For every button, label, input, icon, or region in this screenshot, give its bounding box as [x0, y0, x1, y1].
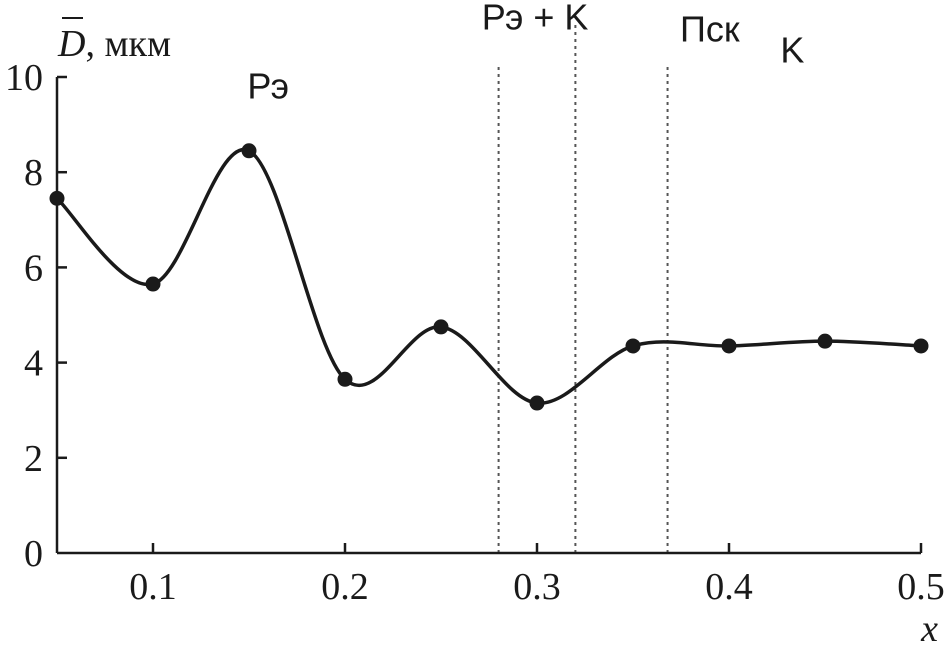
y-tick-label-0: 0 [24, 533, 43, 575]
data-point-9 [913, 338, 929, 354]
y-tick-label-5: 10 [5, 57, 43, 99]
x-tick-label-3: 0.4 [705, 566, 753, 608]
x-ticks: 0.1 0.2 0.3 0.4 0.5 [129, 543, 945, 608]
x-tick-label-4: 0.5 [897, 566, 945, 608]
svg-text:D, мкм: D, мкм [57, 23, 171, 65]
y-ticks: 0 2 4 6 8 10 [5, 57, 67, 575]
x-axis-label: x [920, 608, 938, 650]
data-points [49, 143, 929, 411]
y-axis-label-symbol: D [57, 23, 85, 65]
data-point-6 [625, 338, 641, 354]
data-point-4 [433, 319, 449, 335]
region-boundaries [497, 22, 669, 553]
region-label-3: K [780, 30, 804, 71]
y-tick-label-2: 4 [24, 343, 43, 385]
x-tick-label-0: 0.1 [129, 566, 177, 608]
y-tick-label-3: 6 [24, 247, 43, 289]
x-tick-label-1: 0.2 [321, 566, 369, 608]
data-point-3 [337, 371, 353, 387]
data-point-2 [241, 143, 257, 159]
y-axis-label: D, мкм [57, 17, 171, 65]
y-tick-label-1: 2 [24, 438, 43, 480]
series-line [55, 147, 922, 405]
data-point-1 [145, 276, 161, 292]
y-tick-label-4: 8 [24, 152, 43, 194]
data-point-8 [817, 333, 833, 349]
region-label-2: Пск [680, 8, 740, 49]
y-axis-label-unit: , мкм [85, 23, 171, 65]
data-point-7 [721, 338, 737, 354]
data-point-5 [529, 395, 545, 411]
x-tick-label-2: 0.3 [513, 566, 561, 608]
region-labels: Рэ Рэ + K Пск K [247, 0, 804, 106]
region-label-1: Рэ + K [482, 0, 589, 37]
data-point-0 [49, 190, 65, 206]
region-label-0: Рэ [247, 65, 289, 106]
